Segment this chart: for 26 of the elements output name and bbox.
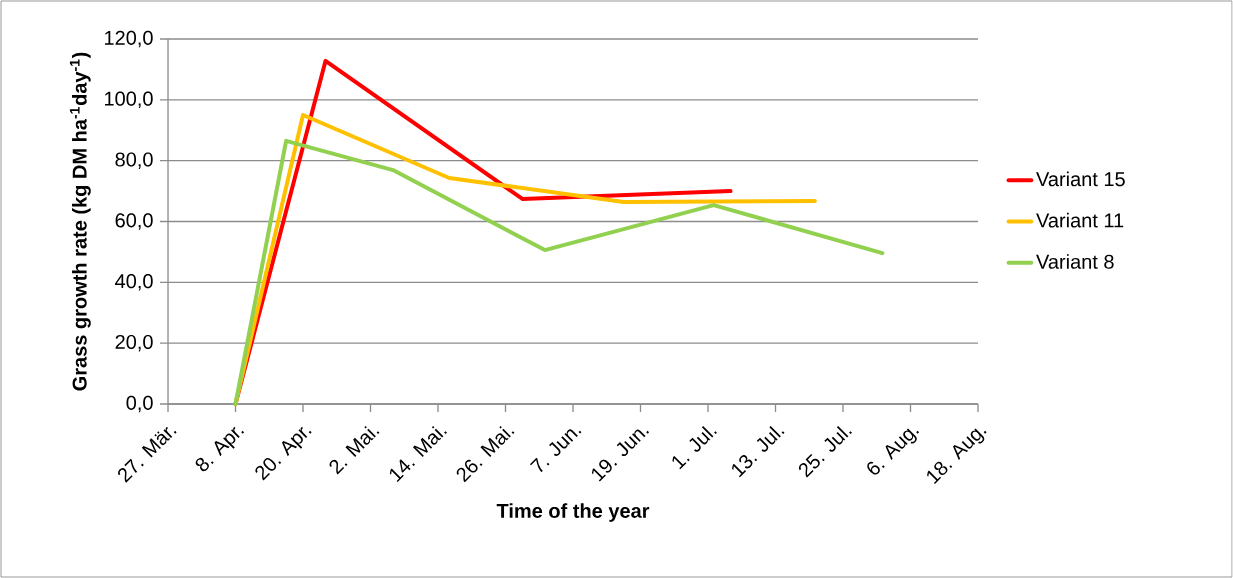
x-tick-label: 8. Apr.: [195, 426, 245, 472]
legend-label: Variant 15: [1036, 171, 1125, 187]
x-tick-label: 18. Aug.: [927, 428, 987, 484]
x-tick-label: 14. Mai.: [389, 426, 447, 482]
y-tick-label: 100,0: [105, 91, 153, 109]
x-tick-label: 27. Mär.: [118, 426, 177, 483]
x-tick-label: 13. Jul.: [732, 426, 785, 478]
x-axis-title: Time of the year: [496, 503, 650, 522]
y-tick-label: 80,0: [115, 152, 153, 169]
legend-label: Variant 8: [1036, 254, 1114, 269]
line-series: [233, 138, 885, 406]
y-tick-label: 60,0: [115, 213, 153, 230]
x-tick-label: 20. Apr.: [255, 426, 312, 481]
y-tick-label: 40,0: [115, 274, 153, 291]
x-tick-label: 1. Jul.: [672, 426, 717, 470]
y-tick-label: 0,0: [126, 395, 153, 413]
x-tick-label: 2. Mai.: [329, 426, 380, 475]
y-tick-label: 120,0: [105, 30, 153, 48]
x-tick-label: 26. Mai.: [456, 426, 515, 483]
x-tick-label: 6. Aug.: [867, 428, 920, 475]
y-tick-label: 20,0: [115, 334, 153, 352]
x-tick-label: 7. Jun.: [529, 429, 582, 473]
x-tick-label: 19. Jun.: [591, 429, 650, 482]
x-tick-label: 25. Jul.: [798, 426, 852, 478]
text: Grass growth rate (kg DM ha$^{-1}$day$^{-1}$): [69, 52, 91, 391]
legend-label: Variant 11: [1036, 212, 1124, 228]
